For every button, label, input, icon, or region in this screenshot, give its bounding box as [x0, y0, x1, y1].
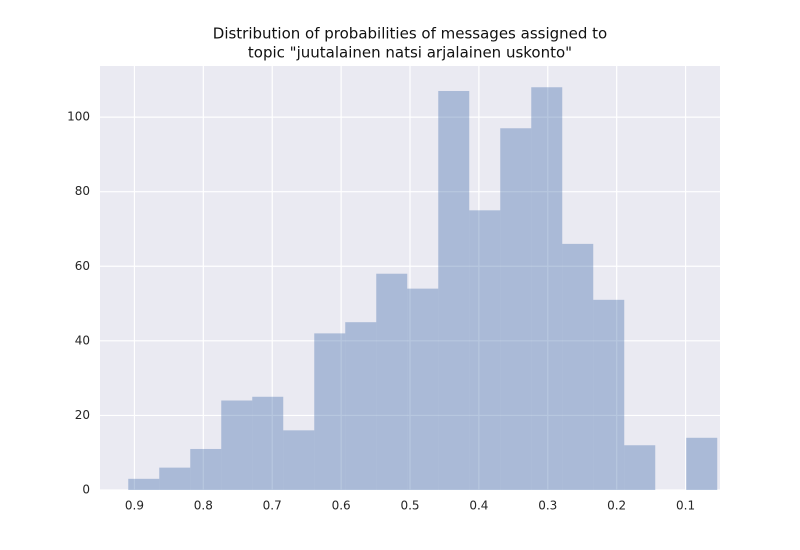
y-tick-label: 80	[75, 184, 90, 198]
x-tick-label: 0.8	[194, 499, 213, 513]
y-tick-label: 20	[75, 408, 90, 422]
x-tick-label: 0.3	[538, 499, 557, 513]
bar	[500, 128, 532, 490]
x-tick-label: 0.1	[676, 499, 695, 513]
bar	[314, 333, 346, 490]
bar	[686, 437, 718, 490]
bar	[128, 478, 160, 490]
bar	[190, 448, 222, 490]
chart-title: topic "juutalainen natsi arjalainen usko…	[248, 44, 572, 62]
bar	[531, 87, 563, 491]
bar	[252, 396, 284, 490]
x-tick-label: 0.9	[125, 499, 144, 513]
y-tick-label: 60	[75, 259, 90, 273]
y-tick-label: 40	[75, 333, 90, 347]
bar	[438, 90, 470, 490]
y-tick-label: 100	[67, 110, 90, 124]
x-tick-label: 0.5	[400, 499, 419, 513]
bar	[159, 467, 191, 490]
x-tick-label: 0.7	[263, 499, 282, 513]
x-tick-label: 0.4	[469, 499, 488, 513]
bar	[624, 445, 656, 490]
bar	[345, 322, 377, 490]
y-tick-label: 0	[82, 483, 90, 497]
bar	[562, 243, 594, 490]
bar	[593, 299, 625, 490]
bar	[407, 288, 439, 490]
bar	[221, 400, 253, 490]
bar	[283, 430, 315, 490]
bar	[376, 273, 408, 490]
bar	[469, 210, 501, 490]
x-tick-label: 0.2	[607, 499, 626, 513]
chart-title: Distribution of probabilities of message…	[213, 25, 607, 43]
x-tick-label: 0.6	[332, 499, 351, 513]
